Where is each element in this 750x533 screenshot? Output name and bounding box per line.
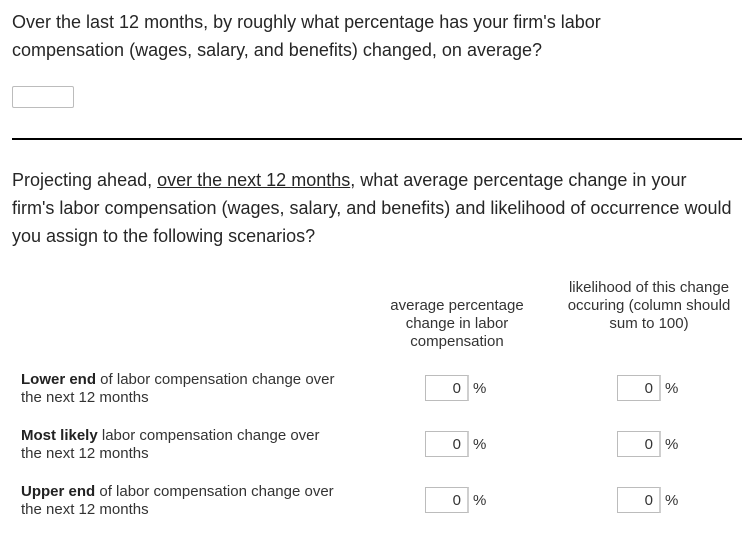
upper-end-avg-cell: % <box>425 487 486 513</box>
section-divider <box>12 138 742 140</box>
upper-end-likelihood-input[interactable] <box>617 487 661 513</box>
row-label-most-likely: Most likely labor compensation change ov… <box>21 427 341 463</box>
question-1-text: Over the last 12 months, by roughly what… <box>12 12 601 60</box>
most-likely-likelihood-input[interactable] <box>617 431 661 457</box>
lower-end-avg-cell: % <box>425 375 486 401</box>
percent-label: % <box>473 379 487 397</box>
row-label-upper-end: Upper end of labor compensation change o… <box>21 483 341 519</box>
percent-label: % <box>473 435 487 453</box>
lower-end-likelihood-cell: % <box>617 375 678 401</box>
row-label-rest: of labor compensation change over the ne… <box>21 371 335 406</box>
percent-label: % <box>665 379 679 397</box>
row-label-bold: Upper end <box>21 483 96 500</box>
row-label-rest: of labor compensation change over the ne… <box>21 483 334 518</box>
percent-label: % <box>473 491 487 509</box>
column-header-likelihood: likelihood of this change occuring (colu… <box>567 279 731 332</box>
row-label-rest: labor compensation change over the next … <box>21 427 320 462</box>
percent-label: % <box>665 491 679 509</box>
question-2-underlined-phrase: over the next 12 months <box>157 170 351 190</box>
most-likely-avg-cell: % <box>425 431 486 457</box>
lower-end-likelihood-input[interactable] <box>617 375 661 401</box>
question-2-text-after: , what average percentage change in your… <box>12 170 732 246</box>
upper-end-likelihood-cell: % <box>617 487 678 513</box>
row-label-bold: Most likely <box>21 427 98 444</box>
row-label-lower-end: Lower end of labor compensation change o… <box>21 371 341 407</box>
past-12-months-change-input[interactable] <box>12 86 74 108</box>
most-likely-avg-change-input[interactable] <box>425 431 469 457</box>
row-label-bold: Lower end <box>21 371 97 388</box>
percent-label: % <box>665 435 679 453</box>
upper-end-avg-change-input[interactable] <box>425 487 469 513</box>
most-likely-likelihood-cell: % <box>617 431 678 457</box>
question-2-text-before: Projecting ahead, <box>12 170 158 190</box>
column-header-avg-change: average percentage change in labor compe… <box>390 297 524 350</box>
lower-end-avg-change-input[interactable] <box>425 375 469 401</box>
question-2-text: Projecting ahead, over the next 12 month… <box>12 166 732 250</box>
